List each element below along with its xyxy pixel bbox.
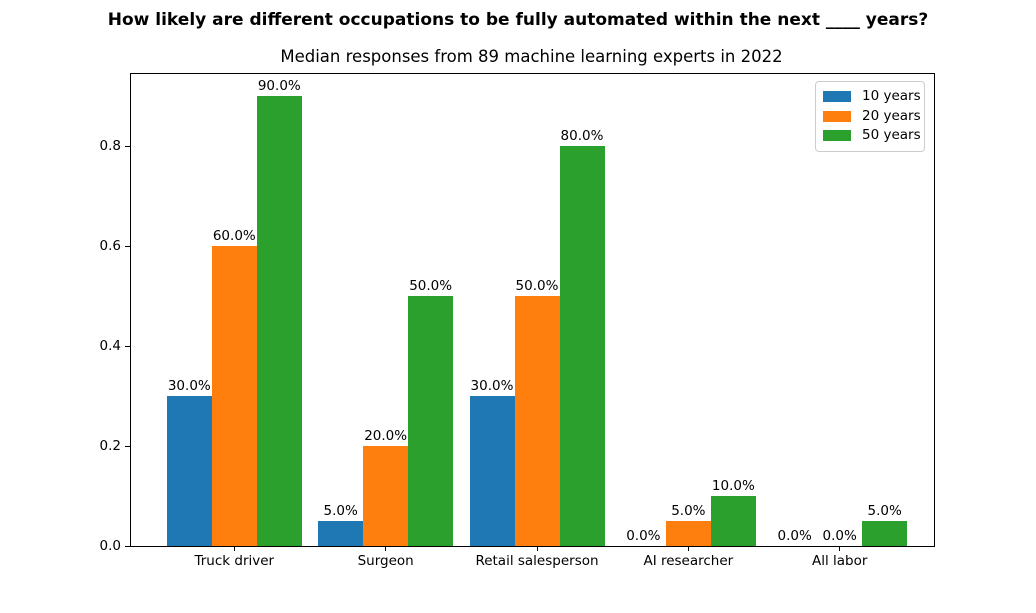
legend-swatch <box>823 130 851 142</box>
bar <box>211 246 257 546</box>
bar-value-label: 50.0% <box>515 278 559 295</box>
y-tick-label: 0.8 <box>99 138 121 155</box>
legend-swatch <box>823 91 851 103</box>
y-tick <box>125 345 131 347</box>
legend-item: 20 years <box>823 107 921 127</box>
bar <box>408 296 454 546</box>
bar-value-label: 30.0% <box>470 378 514 395</box>
legend-label: 20 years <box>862 107 921 124</box>
bar <box>166 396 212 546</box>
bar-value-label: 60.0% <box>212 228 256 245</box>
bar <box>710 496 756 546</box>
y-tick <box>125 145 131 147</box>
bar <box>514 296 560 546</box>
bar-value-label: 5.0% <box>671 503 706 520</box>
x-tick <box>385 546 387 551</box>
bar-value-label: 90.0% <box>257 78 301 95</box>
bar-value-label: 50.0% <box>409 278 453 295</box>
bar <box>862 521 908 546</box>
legend-item: 50 years <box>823 126 921 146</box>
bar-value-label: 20.0% <box>364 428 408 445</box>
bar-value-label: 0.0% <box>626 528 661 544</box>
figure-title: How likely are different occupations to … <box>107 10 929 30</box>
bar-value-label: 0.0% <box>777 528 812 544</box>
bar-value-label: 10.0% <box>711 478 755 495</box>
bar <box>559 146 605 546</box>
bar <box>256 96 302 546</box>
x-axis-label: All labor <box>811 553 868 569</box>
x-tick <box>233 546 235 551</box>
bar-value-label: 5.0% <box>867 503 902 520</box>
y-tick-label: 0.4 <box>99 338 121 355</box>
y-tick-label: 0.2 <box>99 438 121 455</box>
legend-swatch <box>823 110 851 122</box>
legend-label: 10 years <box>862 88 921 105</box>
bar <box>665 521 711 546</box>
x-tick <box>687 546 689 551</box>
bar <box>318 521 364 546</box>
bar-value-label: 0.0% <box>822 528 857 544</box>
y-tick-label: 0.0 <box>99 538 121 554</box>
x-axis-label: Truck driver <box>194 553 275 569</box>
bar-value-label: 30.0% <box>167 378 211 395</box>
y-tick-label: 0.6 <box>99 238 121 255</box>
bar <box>469 396 515 546</box>
x-axis-label: AI researcher <box>643 553 734 569</box>
legend-item: 10 years <box>823 87 921 107</box>
y-tick <box>125 245 131 247</box>
legend-label: 50 years <box>862 127 921 144</box>
x-axis-label: Retail salesperson <box>475 553 599 569</box>
y-tick <box>125 445 131 447</box>
axes-subtitle: Median responses from 89 machine learnin… <box>280 47 783 66</box>
x-tick <box>536 546 538 551</box>
bar-value-label: 5.0% <box>323 503 358 520</box>
y-tick <box>125 545 131 547</box>
x-tick <box>839 546 841 551</box>
plot-area: 10 years 20 years 50 years 0.0 0.2 0.4 0.6 0.8… <box>100 73 935 569</box>
legend: 10 years 20 years 50 years <box>815 81 925 152</box>
bar-value-label: 80.0% <box>560 128 604 145</box>
bar <box>363 446 409 546</box>
x-axis-label: Surgeon <box>357 553 414 569</box>
